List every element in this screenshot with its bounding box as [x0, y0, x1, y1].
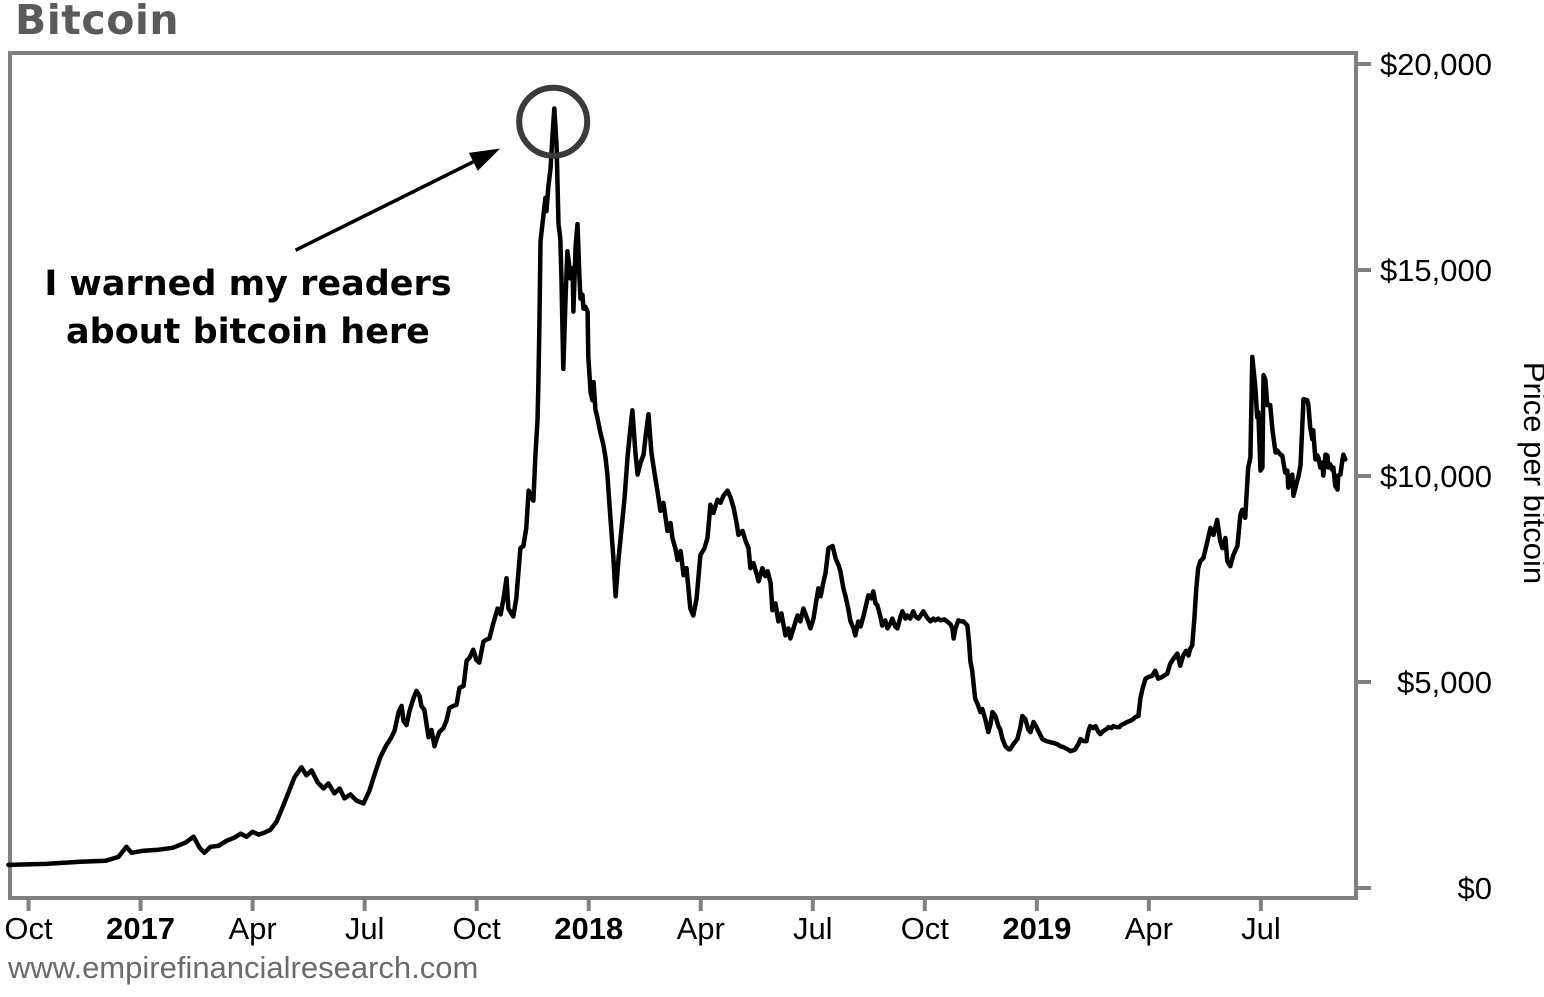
x-tick-label: Jul: [345, 911, 385, 946]
x-tick-label: Apr: [228, 911, 276, 946]
x-tick-label: Jul: [793, 911, 833, 946]
x-tick-label: 2017: [106, 911, 175, 946]
page-title: Bitcoin: [15, 0, 180, 44]
source-url: www.empirefinancialresearch.com: [8, 950, 479, 985]
x-tick-label: Oct: [453, 911, 502, 946]
bitcoin-price-line: [6, 106, 1348, 868]
y-tick-label: $20,000: [1380, 47, 1492, 82]
x-tick-label: Oct: [901, 911, 950, 946]
x-tick-label: Apr: [677, 911, 725, 946]
y-tick-label: $5,000: [1397, 665, 1492, 700]
y-tick-label: $15,000: [1380, 253, 1492, 288]
annotation-arrowhead-icon: [468, 148, 501, 171]
annotation-line-1: I warned my readers: [44, 264, 452, 304]
annotation-line-2: about bitcoin here: [66, 312, 430, 352]
plot-border: [8, 51, 1358, 900]
x-tick-label: 2018: [554, 911, 623, 946]
x-tick-label: Apr: [1125, 911, 1173, 946]
annotation-text: I warned my readers about bitcoin here: [8, 260, 488, 356]
y-tick-label: $10,000: [1380, 459, 1492, 494]
y-tick-label: $0: [1458, 871, 1492, 906]
x-tick-label: 2019: [1002, 911, 1071, 946]
annotation-arrow-shaft: [294, 154, 485, 252]
x-tick-label: Oct: [4, 911, 53, 946]
peak-circle-annotation: [516, 84, 591, 159]
y-axis-title: Price per bitcoin: [1517, 362, 1544, 584]
x-tick-label: Jul: [1241, 911, 1281, 946]
